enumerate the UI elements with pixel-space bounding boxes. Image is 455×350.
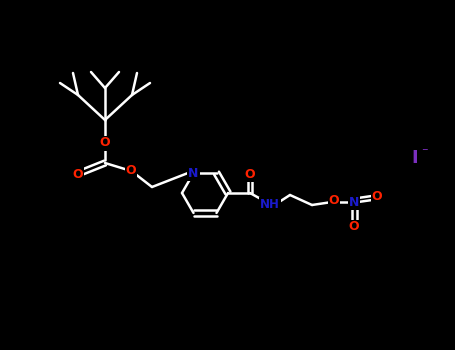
Text: O: O <box>329 195 339 208</box>
Text: ⁻: ⁻ <box>421 147 427 160</box>
Text: O: O <box>126 163 136 176</box>
Text: NH: NH <box>260 197 280 210</box>
Text: O: O <box>349 220 359 233</box>
Text: O: O <box>73 168 83 181</box>
Text: N: N <box>349 196 359 209</box>
Text: O: O <box>245 168 255 181</box>
Text: N: N <box>188 167 199 180</box>
Text: I: I <box>412 149 418 167</box>
Text: O: O <box>100 136 110 149</box>
Text: O: O <box>372 190 382 203</box>
